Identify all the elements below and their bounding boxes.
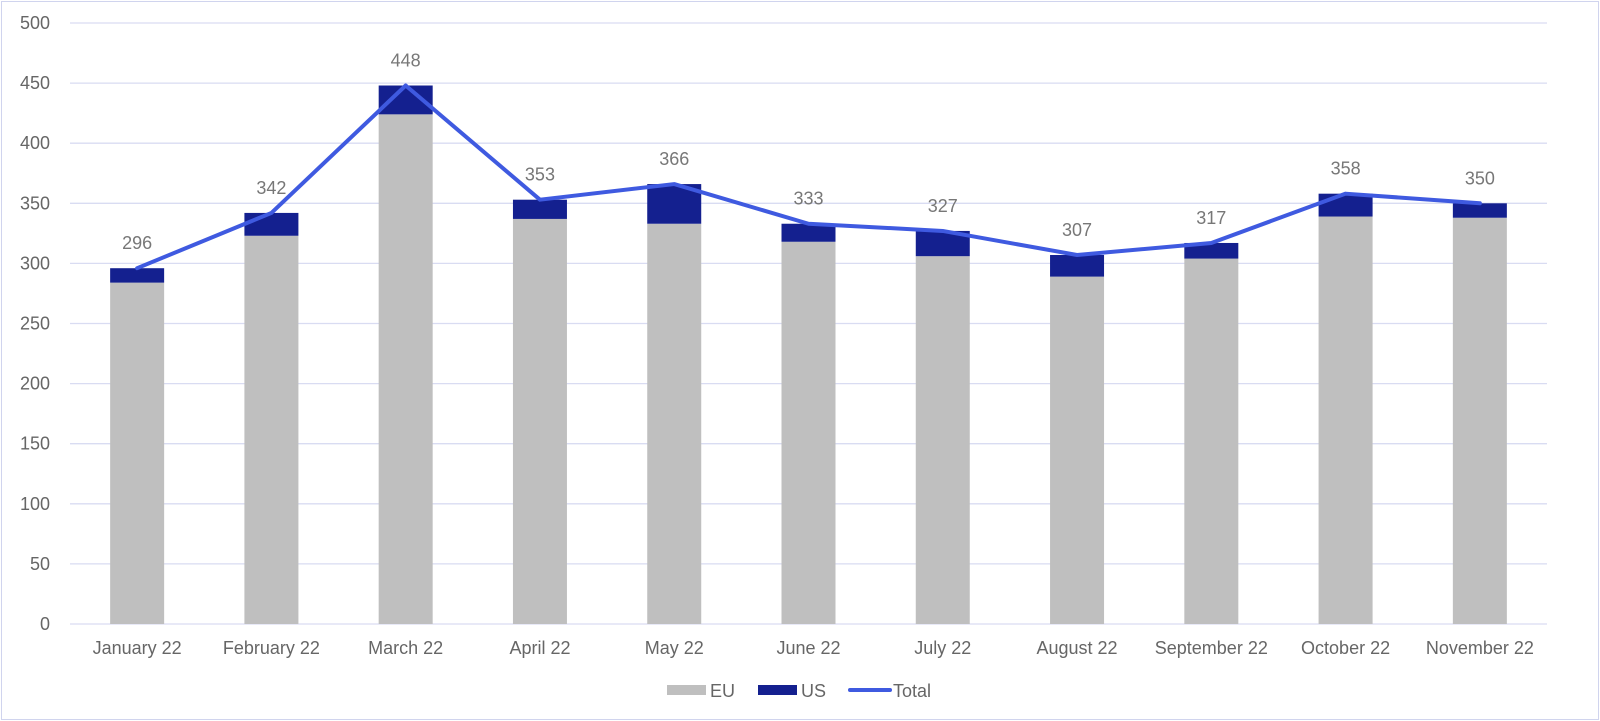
bar-us (1184, 242, 1239, 259)
legend-swatch-us (758, 685, 797, 695)
bar-eu (1184, 258, 1239, 624)
bar-eu (244, 235, 299, 624)
y-tick-label: 200 (20, 374, 50, 394)
data-label: 358 (1331, 159, 1361, 179)
x-tick-label: February 22 (223, 638, 320, 658)
bar-eu (781, 241, 836, 624)
x-tick-label: April 22 (509, 638, 570, 658)
data-label: 366 (659, 149, 689, 169)
bar-us (781, 223, 836, 242)
bar-us (244, 212, 299, 236)
y-tick-label: 100 (20, 494, 50, 514)
x-tick-label: August 22 (1037, 638, 1118, 658)
bar-eu (647, 223, 702, 624)
y-tick-label: 0 (40, 614, 50, 634)
bar-us (1050, 254, 1105, 277)
bar-us (110, 268, 165, 283)
x-tick-label: October 22 (1301, 638, 1390, 658)
y-axis: 0 50 100 150 200 250 300 350 400 450 500 (20, 13, 50, 634)
x-tick-label: November 22 (1426, 638, 1534, 658)
x-tick-label: May 22 (645, 638, 704, 658)
data-label: 350 (1465, 168, 1495, 188)
bar-eu (1452, 217, 1507, 624)
x-tick-label: July 22 (914, 638, 971, 658)
legend: EU US Total (667, 681, 931, 701)
y-tick-label: 450 (20, 73, 50, 93)
bar-us (512, 199, 567, 219)
x-axis: January 22 February 22 March 22 April 22 May… (93, 638, 1534, 658)
x-tick-label: March 22 (368, 638, 443, 658)
data-label: 353 (525, 165, 555, 185)
y-tick-label: 400 (20, 133, 50, 153)
legend-label-total: Total (893, 681, 931, 701)
total-series-line (135, 83, 1482, 271)
x-tick-label: September 22 (1155, 638, 1268, 658)
data-label: 448 (391, 51, 421, 71)
legend-swatch-eu (667, 685, 706, 695)
y-tick-label: 350 (20, 193, 50, 213)
total-line (135, 83, 1482, 271)
x-tick-label: January 22 (93, 638, 182, 658)
legend-label-eu: EU (710, 681, 735, 701)
y-tick-label: 500 (20, 13, 50, 33)
x-tick-label: June 22 (776, 638, 840, 658)
bar-eu (110, 282, 165, 624)
bar-eu (512, 218, 567, 624)
y-tick-label: 250 (20, 314, 50, 334)
data-label: 307 (1062, 220, 1092, 240)
data-labels: 296 342 448 353 366 333 327 307 317 358 350 (122, 51, 1495, 254)
data-label: 317 (1196, 208, 1226, 228)
data-label: 342 (256, 178, 286, 198)
legend-label-us: US (801, 681, 826, 701)
bar-eu (1050, 276, 1105, 624)
gridlines (70, 22, 1547, 625)
y-tick-label: 300 (20, 253, 50, 273)
bar-us (1452, 203, 1507, 218)
bar-eu (378, 114, 433, 625)
data-label: 333 (793, 189, 823, 209)
bars (110, 85, 1507, 625)
data-label: 327 (928, 196, 958, 216)
bar-eu (1318, 216, 1373, 624)
y-tick-label: 150 (20, 434, 50, 454)
y-tick-label: 50 (30, 554, 50, 574)
data-label: 296 (122, 233, 152, 253)
bar-eu (915, 256, 970, 624)
bar-us (1318, 193, 1373, 217)
